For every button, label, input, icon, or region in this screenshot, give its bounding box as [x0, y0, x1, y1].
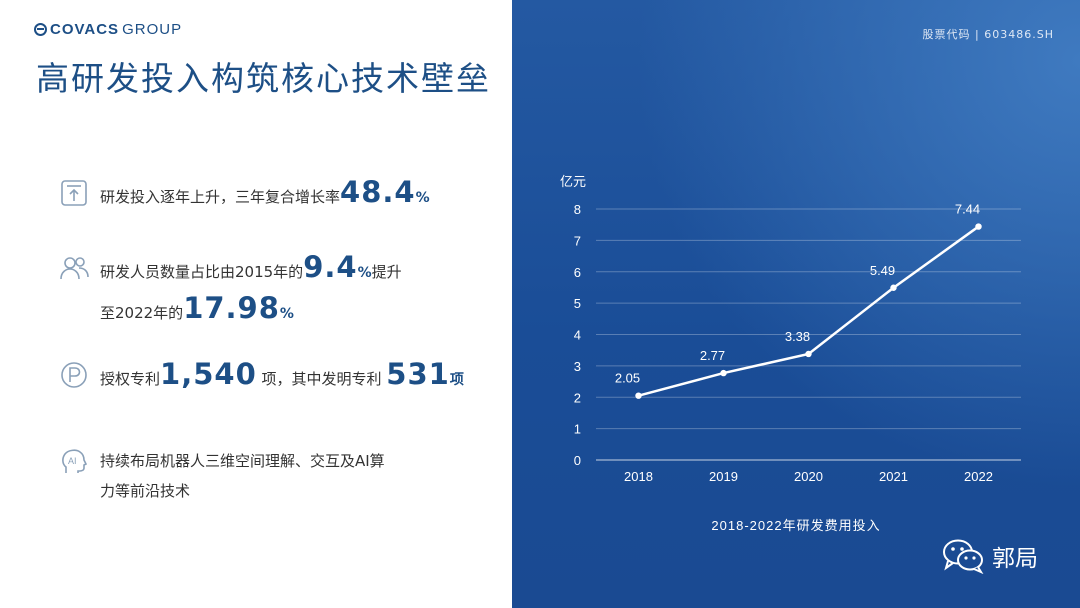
chart-points: [635, 223, 982, 399]
invention-patents-value: 531: [386, 357, 450, 391]
invention-patents-unit: 项: [449, 372, 464, 388]
chart-panel: 股票代码 | 603486.SH: [512, 0, 1080, 608]
staff-2022-value: 17.98: [183, 291, 280, 325]
staff-2015-value: 9.4: [303, 250, 358, 284]
svg-text:AI: AI: [68, 456, 77, 466]
y-tick-label: 8: [574, 202, 581, 217]
x-tick-label: 2022: [964, 469, 993, 484]
y-tick-label: 4: [574, 328, 581, 343]
patents-text: 授权专利: [100, 370, 161, 388]
ai-tech-line1: 持续布局机器人三维空间理解、交互及AI算: [100, 452, 385, 470]
rd-growth-value: 48.4: [340, 175, 416, 209]
highlight-rd-investment: 研发投入逐年上升，三年复合增长率48.4%: [58, 177, 430, 213]
data-point: [975, 223, 982, 230]
data-label: 3.38: [785, 329, 810, 344]
x-tick-label: 2019: [709, 469, 738, 484]
wechat-watermark: 郭局: [942, 538, 1038, 574]
ai-tech-line2: 力等前沿技术: [100, 482, 191, 500]
y-tick-label: 3: [574, 359, 581, 374]
y-tick-label: 2: [574, 390, 581, 405]
x-tick-label: 2018: [624, 469, 653, 484]
wechat-icon: [943, 539, 984, 574]
data-label: 7.44: [955, 202, 980, 217]
data-label: 2.77: [700, 348, 725, 363]
staff-2022-unit: %: [279, 306, 294, 322]
highlight-rd-staff: 研发人员数量占比由2015年的9.4%提升 至2022年的17.98%: [58, 252, 402, 329]
ai-head-icon: AI: [62, 449, 88, 473]
chart-x-ticks: 2018 2019 2020 2021 2022: [624, 469, 993, 484]
people-icon: [60, 257, 89, 280]
highlight-ai-tech: AI 持续布局机器人三维空间理解、交互及AI算 力等前沿技术: [58, 446, 385, 506]
y-axis-label: 亿元: [560, 174, 586, 189]
staff-text-2022: 至2022年的: [100, 304, 184, 322]
series-line: [638, 225, 980, 397]
y-tick-label: 1: [574, 422, 581, 437]
chart-y-ticks: 0 1 2 3 4 5 6 7 8: [574, 202, 581, 468]
data-point: [890, 284, 897, 291]
y-tick-label: 6: [574, 265, 581, 280]
rd-growth-text: 研发投入逐年上升，三年复合增长率: [100, 188, 341, 206]
x-tick-label: 2020: [794, 469, 823, 484]
watermark-text: 郭局: [992, 546, 1038, 572]
data-point: [805, 350, 812, 358]
chart-data-labels: 2.05 2.77 3.38 5.49 7.44: [615, 202, 980, 386]
patent-p-icon: [61, 362, 87, 388]
highlight-patents: 授权专利1,540 项，其中发明专利 531项: [58, 359, 464, 395]
page-title: 高研发投入构筑核心技术壁垒: [36, 59, 491, 98]
patents-mid-text: 项，其中发明专利: [256, 370, 387, 388]
data-label: 5.49: [870, 263, 895, 278]
staff-text-rise: 提升: [371, 263, 402, 281]
logo-mark-icon: [34, 23, 47, 36]
x-tick-label: 2021: [879, 469, 908, 484]
staff-2015-unit: %: [357, 265, 372, 281]
patents-value: 1,540: [160, 357, 257, 391]
logo-text-group: GROUP: [122, 21, 183, 38]
data-point: [720, 369, 727, 377]
y-tick-label: 5: [574, 296, 581, 311]
y-tick-label: 7: [574, 233, 581, 248]
staff-text: 研发人员数量占比由2015年的: [100, 263, 304, 281]
left-panel: COVACS GROUP 高研发投入构筑核心技术壁垒 研发投入逐年上升，三年复合增…: [0, 0, 512, 608]
chart-caption: 2018-2022年研发费用投入: [711, 518, 880, 533]
y-tick-label: 0: [574, 453, 581, 468]
stock-code: 股票代码 | 603486.SH: [922, 28, 1054, 41]
data-point: [635, 392, 642, 399]
data-label: 2.05: [615, 371, 640, 386]
logo-text-brand: COVACS: [50, 21, 120, 38]
chart-gridlines: [596, 208, 1021, 461]
arrow-up-icon: [61, 180, 87, 206]
ecovacs-logo: COVACS GROUP: [34, 21, 182, 38]
rd-growth-unit: %: [415, 190, 430, 206]
